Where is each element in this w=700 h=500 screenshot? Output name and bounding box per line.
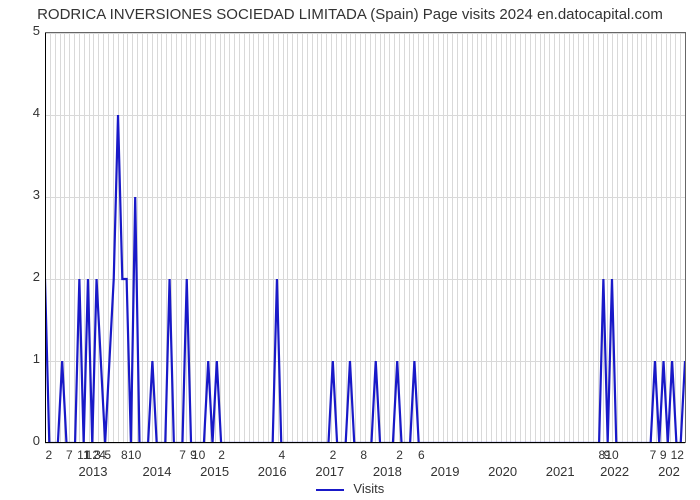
x-minor-label: 7 (179, 448, 186, 462)
y-tick-label: 0 (22, 433, 40, 448)
x-year-label: 2022 (600, 464, 629, 479)
y-tick-label: 1 (22, 351, 40, 366)
legend-swatch (316, 489, 344, 491)
x-minor-label: 7 (650, 448, 657, 462)
x-minor-label: 2 (330, 448, 337, 462)
x-year-label: 2017 (315, 464, 344, 479)
x-year-label: 2019 (431, 464, 460, 479)
x-year-label: 2013 (79, 464, 108, 479)
x-year-label: 2020 (488, 464, 517, 479)
y-tick-label: 3 (22, 187, 40, 202)
x-minor-label: 2 (45, 448, 52, 462)
x-minor-label: 2 (396, 448, 403, 462)
x-minor-label: 7 (66, 448, 73, 462)
y-gridline (45, 443, 685, 444)
y-axis (45, 33, 46, 443)
x-year-label: 2021 (546, 464, 575, 479)
x-minor-label: 2 (218, 448, 225, 462)
x-year-label: 2016 (258, 464, 287, 479)
visits-series (45, 33, 685, 443)
y-tick-label: 4 (22, 105, 40, 120)
x-minor-label: 6 (418, 448, 425, 462)
x-minor-label: 12 (671, 448, 684, 462)
chart-title: RODRICA INVERSIONES SOCIEDAD LIMITADA (S… (0, 6, 700, 23)
x-year-label: 202 (658, 464, 680, 479)
x-axis (45, 442, 685, 443)
y-tick-label: 2 (22, 269, 40, 284)
x-minor-label: 10 (192, 448, 205, 462)
plot-area (45, 32, 686, 443)
x-year-label: 2018 (373, 464, 402, 479)
legend: Visits (0, 481, 700, 496)
x-minor-label: 10 (605, 448, 618, 462)
x-minor-label: 10 (128, 448, 141, 462)
x-minor-label: 8 (121, 448, 128, 462)
x-year-label: 2015 (200, 464, 229, 479)
y-tick-label: 5 (22, 23, 40, 38)
x-year-label: 2014 (143, 464, 172, 479)
x-minor-label: 9 (660, 448, 667, 462)
x-minor-label: 8 (360, 448, 367, 462)
legend-label: Visits (353, 481, 384, 496)
x-minor-label: 4 (278, 448, 285, 462)
x-minor-label: 5 (104, 448, 111, 462)
